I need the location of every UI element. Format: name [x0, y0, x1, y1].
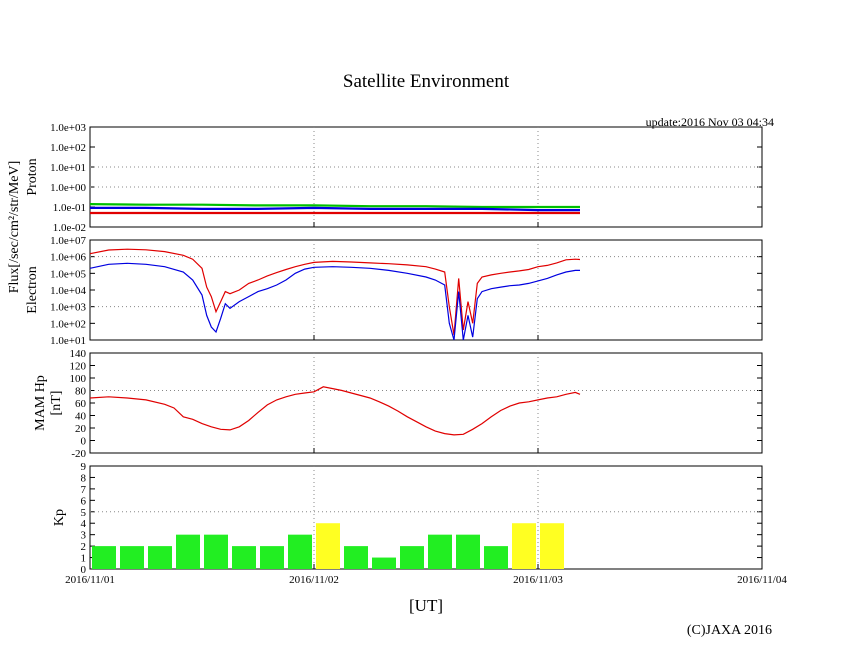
mam-ytick-label: 40	[75, 411, 87, 423]
kp-bar	[260, 546, 284, 569]
kp-bar	[344, 546, 368, 569]
proton-ylabel: Proton	[25, 158, 40, 195]
electron-frame	[89, 239, 763, 341]
mam-ytick-label: -20	[71, 448, 86, 460]
x-axis-label: [UT]	[409, 596, 443, 615]
mam-series-Hp	[89, 386, 581, 436]
mam-ylabel-units: [nT]	[49, 391, 64, 416]
panel-proton: 1.0e-02 1.0e-01 1.0e+00 1.0e+01 1.0e+02 1.0e+…	[25, 122, 763, 234]
shared-y-label: Flux[/sec/cm²/str/MeV]	[7, 161, 22, 294]
kp-ytick-label: 7	[81, 484, 87, 496]
kp-ylabel: Kp	[52, 509, 67, 526]
electron-ytick-label: 1.0e+04	[50, 285, 86, 297]
kp-ytick-label: 4	[81, 518, 87, 530]
proton-ytick-label: 1.0e-01	[53, 202, 86, 214]
kp-ytick-label: 0	[81, 564, 87, 576]
mam-ytick-label: 100	[70, 373, 87, 385]
kp-ytick-label: 6	[81, 495, 87, 507]
x-tick-label: 2016/11/04	[737, 574, 787, 586]
kp-bar	[232, 546, 256, 569]
kp-ytick-label: 1	[81, 553, 87, 565]
kp-ytick-label: 3	[81, 530, 87, 542]
kp-bar	[512, 523, 536, 569]
proton-ytick-label: 1.0e-02	[53, 222, 86, 234]
proton-ytick-label: 1.0e+02	[50, 142, 86, 154]
x-tick-label: 2016/11/02	[289, 574, 339, 586]
copyright: (C)JAXA 2016	[687, 623, 772, 638]
mam-frame	[89, 352, 763, 454]
proton-series-green	[89, 203, 580, 209]
kp-bar	[176, 534, 200, 569]
electron-ytick-label: 1.0e+05	[50, 268, 86, 280]
electron-ytick-label: 1.0e+07	[50, 235, 86, 247]
proton-series-blue	[90, 206, 580, 212]
update-timestamp: update:2016 Nov 03 04:34	[646, 115, 774, 129]
mam-ytick-label: 80	[75, 386, 87, 398]
kp-bar	[288, 534, 312, 569]
electron-ytick-label: 1.0e+01	[50, 335, 86, 347]
kp-bar	[316, 523, 340, 569]
electron-ylabel: Electron	[25, 266, 40, 313]
electron-series-blue	[89, 262, 580, 341]
mam-ytick-label: 60	[75, 398, 87, 410]
kp-bar	[400, 546, 424, 569]
kp-bar	[120, 546, 144, 569]
mam-ytick-label: 120	[70, 361, 87, 373]
kp-ytick-label: 8	[81, 472, 87, 484]
mam-ytick-label: 20	[75, 423, 87, 435]
x-tick-label: 2016/11/01	[65, 574, 115, 586]
electron-ytick-label: 1.0e+02	[50, 318, 86, 330]
electron-series-red	[89, 248, 581, 336]
mam-ylabel: MAM Hp	[33, 375, 48, 431]
panel-electron: 1.0e+01 1.0e+02 1.0e+03 1.0e+04 1.0e+05 1.0e+…	[25, 235, 763, 347]
electron-ytick-label: 1.0e+03	[50, 302, 86, 314]
mam-ytick-label: 0	[81, 436, 87, 448]
proton-ytick-label: 1.0e+03	[50, 122, 86, 134]
proton-frame	[89, 126, 763, 228]
kp-ytick-label: 9	[81, 461, 87, 473]
kp-bar	[204, 534, 228, 569]
chart-title: Satellite Environment	[343, 71, 510, 92]
kp-ytick-label: 2	[81, 541, 87, 553]
kp-ytick-label: 5	[81, 507, 87, 519]
kp-bar	[428, 534, 452, 569]
kp-bar	[372, 557, 396, 569]
proton-ytick-label: 1.0e+01	[50, 162, 86, 174]
kp-bar	[148, 546, 172, 569]
kp-bar	[456, 534, 480, 569]
kp-bar	[540, 523, 564, 569]
proton-ytick-label: 1.0e+00	[50, 182, 86, 194]
mam-ytick-label: 140	[70, 348, 87, 360]
kp-bar	[92, 546, 116, 569]
kp-frame	[89, 465, 763, 570]
electron-ytick-label: 1.0e+06	[50, 252, 86, 264]
x-tick-label: 2016/11/03	[513, 574, 563, 586]
plot-panels: 1.0e-021.0e-011.0e+001.0e+011.0e+021.0e+…	[25, 122, 787, 586]
kp-bar	[484, 546, 508, 569]
